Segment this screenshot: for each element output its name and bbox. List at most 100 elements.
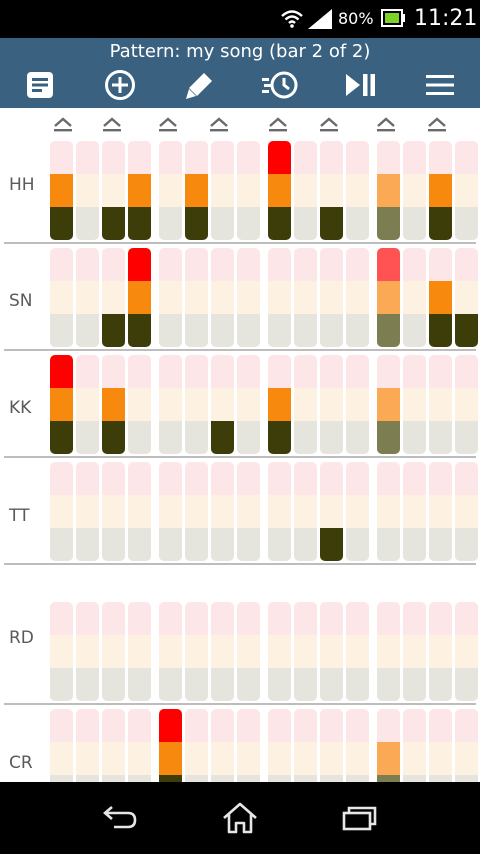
- velocity-cell-top[interactable]: [159, 141, 182, 174]
- velocity-cell-mid[interactable]: [268, 635, 291, 668]
- velocity-cell-bot[interactable]: [128, 207, 151, 240]
- velocity-cell-top[interactable]: [50, 462, 73, 495]
- velocity-cell-top[interactable]: [128, 602, 151, 635]
- velocity-cell-mid[interactable]: [76, 281, 99, 314]
- velocity-cell-mid[interactable]: [159, 495, 182, 528]
- velocity-cell-bot[interactable]: [455, 668, 478, 701]
- velocity-cell-bot[interactable]: [128, 421, 151, 454]
- velocity-cell-bot[interactable]: [403, 528, 426, 561]
- velocity-cell-bot[interactable]: [211, 421, 234, 454]
- velocity-cell-mid[interactable]: [294, 281, 317, 314]
- velocity-cell-top[interactable]: [268, 141, 291, 174]
- step-column[interactable]: [159, 141, 182, 240]
- velocity-cell-top[interactable]: [455, 462, 478, 495]
- step-column[interactable]: [237, 355, 260, 454]
- velocity-cell-bot[interactable]: [237, 421, 260, 454]
- step-column[interactable]: [403, 248, 426, 347]
- step-column[interactable]: [403, 355, 426, 454]
- step-column[interactable]: [211, 462, 234, 561]
- step-column[interactable]: [268, 248, 291, 347]
- velocity-cell-top[interactable]: [159, 709, 182, 742]
- velocity-cell-bot[interactable]: [102, 207, 125, 240]
- velocity-cell-mid[interactable]: [50, 495, 73, 528]
- velocity-cell-mid[interactable]: [346, 742, 369, 775]
- step-column[interactable]: [128, 248, 151, 347]
- velocity-cell-bot[interactable]: [76, 775, 99, 782]
- velocity-cell-bot[interactable]: [76, 668, 99, 701]
- velocity-cell-bot[interactable]: [159, 314, 182, 347]
- velocity-cell-bot[interactable]: [377, 421, 400, 454]
- velocity-cell-mid[interactable]: [346, 495, 369, 528]
- velocity-cell-top[interactable]: [455, 355, 478, 388]
- step-column[interactable]: [211, 709, 234, 782]
- velocity-cell-top[interactable]: [237, 602, 260, 635]
- step-column[interactable]: [102, 355, 125, 454]
- step-column[interactable]: [455, 709, 478, 782]
- velocity-cell-bot[interactable]: [455, 207, 478, 240]
- velocity-cell-bot[interactable]: [185, 207, 208, 240]
- velocity-cell-top[interactable]: [294, 355, 317, 388]
- velocity-cell-bot[interactable]: [128, 528, 151, 561]
- velocity-cell-bot[interactable]: [211, 207, 234, 240]
- accent-toggle-icon[interactable]: [208, 116, 230, 134]
- velocity-cell-top[interactable]: [237, 248, 260, 281]
- step-column[interactable]: [455, 141, 478, 240]
- velocity-cell-mid[interactable]: [377, 388, 400, 421]
- velocity-cell-top[interactable]: [320, 602, 343, 635]
- step-column[interactable]: [128, 355, 151, 454]
- velocity-cell-top[interactable]: [185, 709, 208, 742]
- velocity-cell-mid[interactable]: [403, 281, 426, 314]
- step-column[interactable]: [128, 709, 151, 782]
- velocity-cell-mid[interactable]: [429, 495, 452, 528]
- step-column[interactable]: [159, 248, 182, 347]
- step-column[interactable]: [346, 141, 369, 240]
- velocity-cell-bot[interactable]: [429, 421, 452, 454]
- velocity-cell-mid[interactable]: [102, 742, 125, 775]
- velocity-cell-bot[interactable]: [346, 314, 369, 347]
- velocity-cell-mid[interactable]: [268, 495, 291, 528]
- step-column[interactable]: [294, 462, 317, 561]
- velocity-cell-top[interactable]: [237, 355, 260, 388]
- velocity-cell-mid[interactable]: [268, 388, 291, 421]
- velocity-cell-top[interactable]: [159, 602, 182, 635]
- velocity-cell-bot[interactable]: [429, 668, 452, 701]
- velocity-cell-mid[interactable]: [128, 174, 151, 207]
- accent-toggle-icon[interactable]: [426, 116, 448, 134]
- velocity-cell-bot[interactable]: [377, 668, 400, 701]
- step-column[interactable]: [429, 248, 452, 347]
- step-column[interactable]: [403, 602, 426, 701]
- velocity-cell-bot[interactable]: [237, 314, 260, 347]
- velocity-cell-mid[interactable]: [185, 281, 208, 314]
- velocity-cell-mid[interactable]: [128, 388, 151, 421]
- add-button[interactable]: [100, 66, 140, 104]
- accent-toggle-icon[interactable]: [101, 116, 123, 134]
- step-column[interactable]: [102, 709, 125, 782]
- step-column[interactable]: [320, 248, 343, 347]
- step-column[interactable]: [237, 141, 260, 240]
- step-column[interactable]: [237, 248, 260, 347]
- step-column[interactable]: [159, 355, 182, 454]
- step-column[interactable]: [211, 248, 234, 347]
- velocity-cell-top[interactable]: [403, 709, 426, 742]
- velocity-cell-mid[interactable]: [455, 742, 478, 775]
- velocity-cell-bot[interactable]: [102, 528, 125, 561]
- velocity-cell-bot[interactable]: [346, 421, 369, 454]
- velocity-cell-top[interactable]: [268, 248, 291, 281]
- accent-toggle-icon[interactable]: [52, 116, 74, 134]
- velocity-cell-mid[interactable]: [211, 742, 234, 775]
- velocity-cell-bot[interactable]: [185, 668, 208, 701]
- velocity-cell-top[interactable]: [320, 709, 343, 742]
- step-column[interactable]: [102, 602, 125, 701]
- velocity-cell-bot[interactable]: [237, 528, 260, 561]
- play-pause-button[interactable]: [340, 66, 380, 104]
- step-column[interactable]: [159, 462, 182, 561]
- velocity-cell-mid[interactable]: [320, 174, 343, 207]
- velocity-cell-bot[interactable]: [320, 314, 343, 347]
- velocity-cell-top[interactable]: [294, 602, 317, 635]
- velocity-cell-top[interactable]: [429, 248, 452, 281]
- step-column[interactable]: [50, 709, 73, 782]
- velocity-cell-top[interactable]: [268, 355, 291, 388]
- step-column[interactable]: [76, 141, 99, 240]
- velocity-cell-bot[interactable]: [76, 314, 99, 347]
- step-column[interactable]: [268, 355, 291, 454]
